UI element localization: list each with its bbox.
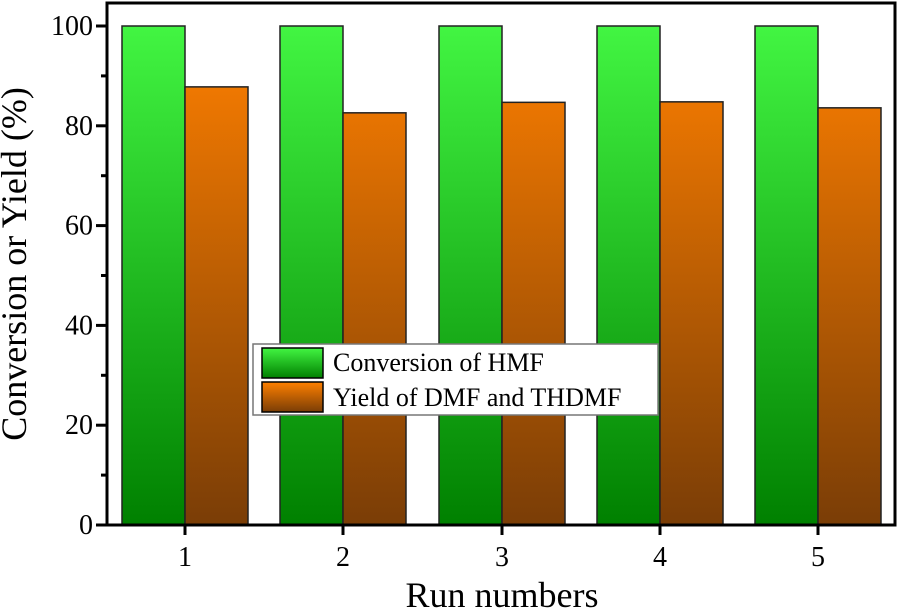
bars-group	[121, 25, 882, 526]
legend-label-yield: Yield of DMF and THDMF	[333, 383, 621, 412]
x-axis-label: Run numbers	[406, 575, 599, 611]
legend-swatch-conversion	[261, 347, 324, 379]
bar-series2-run2	[342, 112, 407, 526]
legend: Conversion of HMF Yield of DMF and THDMF	[252, 343, 659, 416]
x-tick-label: 2	[336, 542, 350, 573]
bar-series1-run5	[754, 25, 819, 526]
bar-series1-run2	[279, 25, 344, 526]
y-tick-label: 100	[51, 11, 93, 42]
y-tick-label: 80	[65, 111, 93, 142]
bar-series2-run3	[501, 101, 566, 526]
y-tick-label: 40	[65, 310, 93, 341]
bar-series2-run5	[817, 107, 882, 526]
y-axis-label: Conversion or Yield (%)	[0, 87, 34, 441]
x-axis: 1 2 3 4 5	[178, 525, 825, 573]
x-tick-label: 5	[811, 542, 825, 573]
bar-series2-run1	[184, 86, 249, 526]
bar-series2-run4	[659, 101, 724, 526]
legend-swatch-yield	[261, 381, 324, 413]
bar-series1-run3	[438, 25, 503, 526]
legend-label-conversion: Conversion of HMF	[333, 348, 544, 377]
x-tick-label: 3	[495, 542, 509, 573]
y-tick-label: 60	[65, 211, 93, 242]
y-tick-label: 20	[65, 410, 93, 441]
y-axis: 0 20 40 60 80 100	[51, 11, 107, 541]
bar-series1-run1	[121, 25, 186, 526]
x-tick-label: 4	[653, 542, 667, 573]
bar-series1-run4	[596, 25, 661, 526]
x-tick-label: 1	[178, 542, 192, 573]
y-tick-label: 0	[79, 510, 93, 541]
